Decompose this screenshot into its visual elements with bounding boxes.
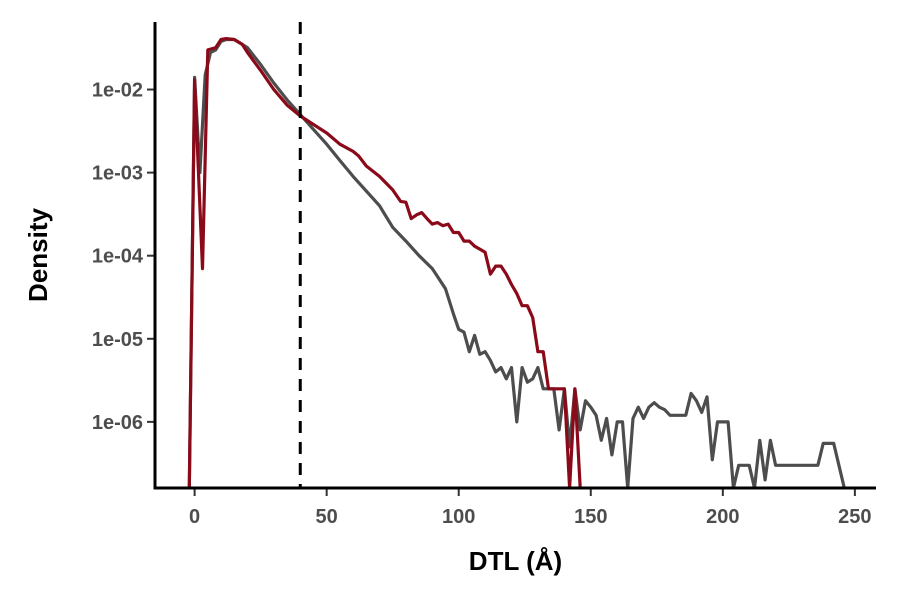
x-axis-title: DTL (Å): [469, 546, 562, 576]
x-axis-ticks: 0 50 100 150 200 250: [189, 488, 872, 528]
y-tick-label: 1e-04: [92, 246, 144, 268]
x-tick-label: 200: [706, 506, 739, 528]
series-line-2: [187, 37, 582, 488]
y-axis-ticks: 1e-06 1e-05 1e-04 1e-03 1e-02: [92, 80, 155, 434]
x-tick-label: 150: [574, 506, 607, 528]
x-tick-label: 100: [442, 506, 475, 528]
series-layer: [187, 37, 846, 488]
x-tick-label: 50: [316, 506, 338, 528]
y-tick-label: 1e-05: [92, 329, 143, 351]
x-tick-label: 250: [838, 506, 871, 528]
y-axis-title: Density: [23, 208, 53, 302]
y-tick-label: 1e-03: [92, 163, 143, 185]
y-tick-label: 1e-06: [92, 412, 143, 434]
y-tick-label: 1e-02: [92, 80, 143, 102]
x-tick-label: 0: [189, 506, 200, 528]
